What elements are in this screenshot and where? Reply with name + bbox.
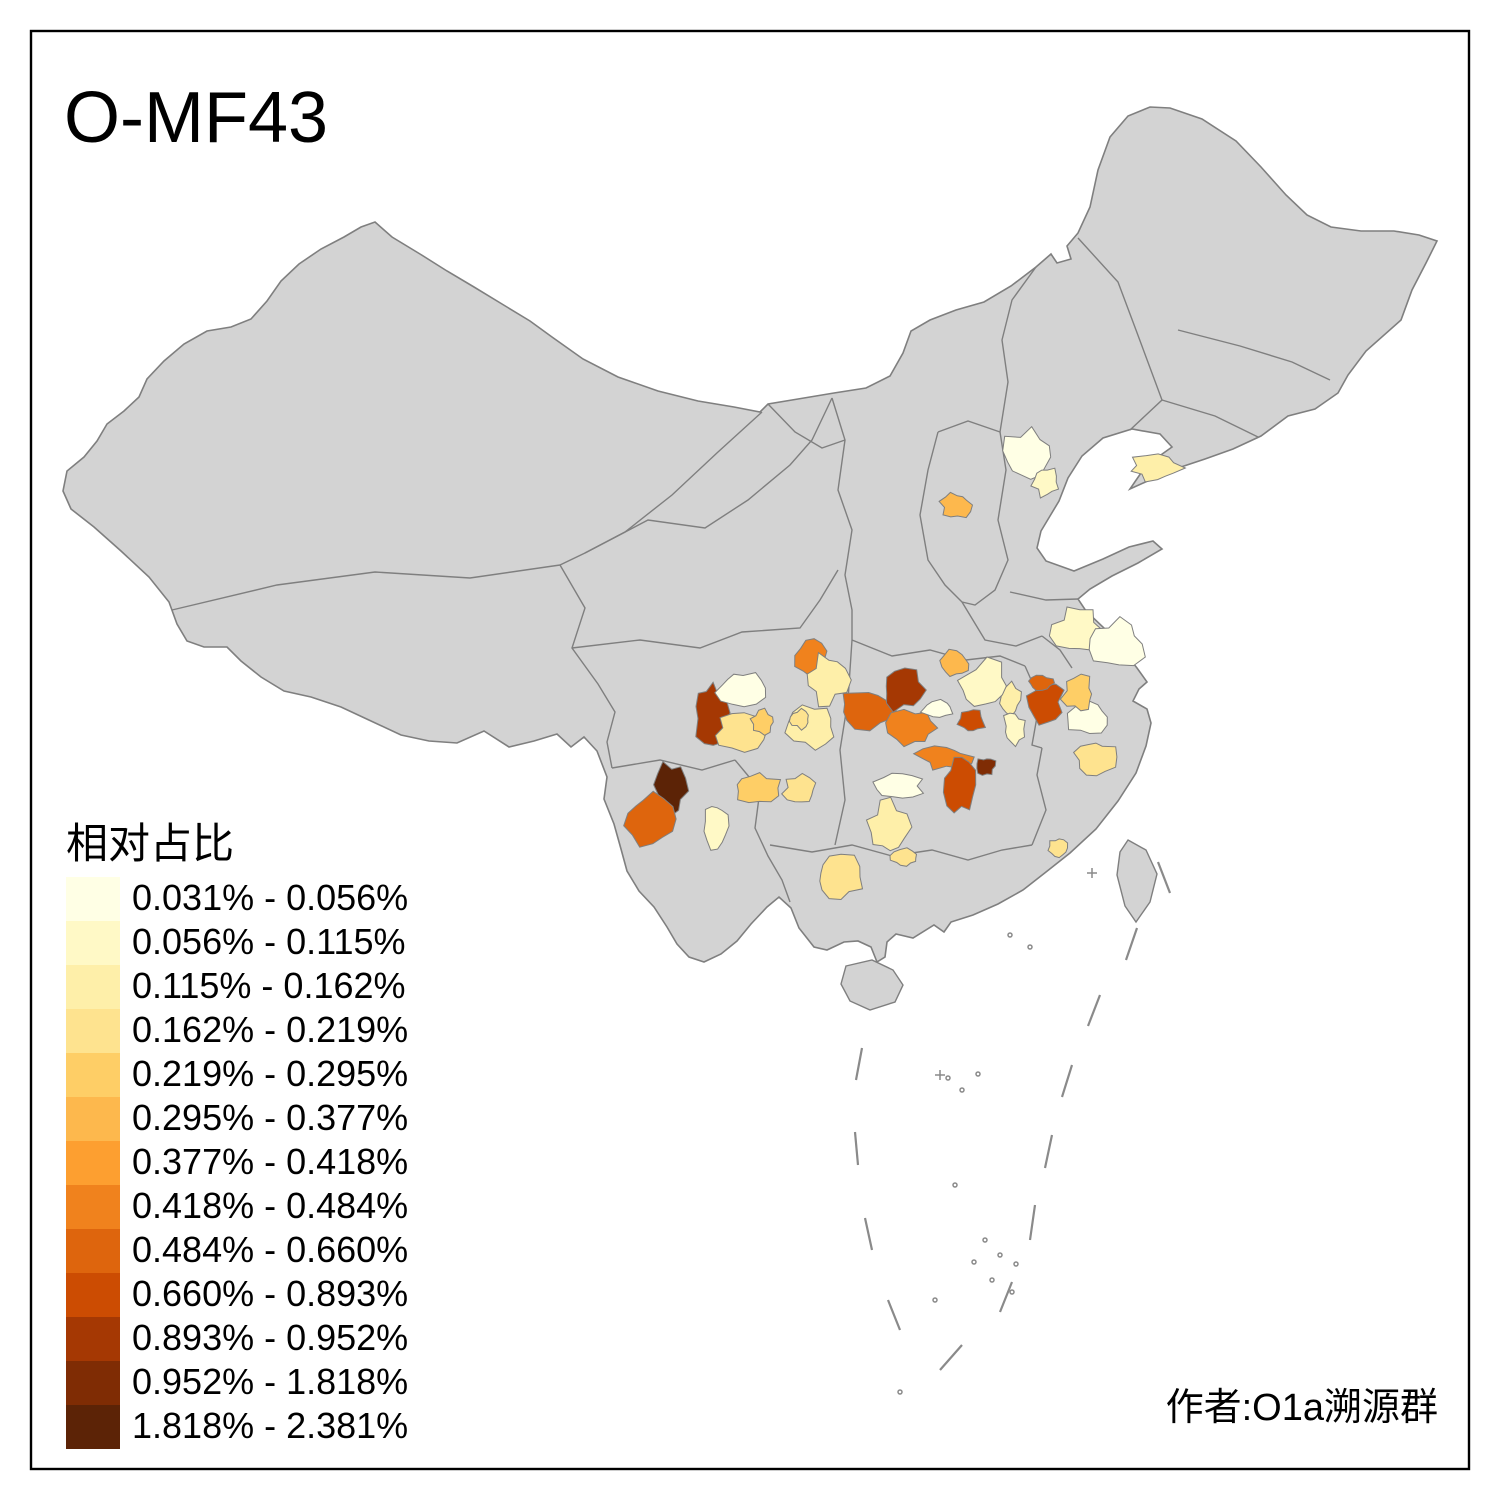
prefecture-region — [1059, 673, 1093, 712]
legend-class-label: 0.418% - 0.484% — [132, 1185, 408, 1226]
prefecture-region — [1088, 615, 1146, 667]
legend-class-label: 0.893% - 0.952% — [132, 1317, 408, 1358]
legend-class-label: 0.952% - 1.818% — [132, 1361, 408, 1402]
legend-class-label: 1.818% - 2.381% — [132, 1405, 408, 1446]
prefecture-region — [865, 796, 913, 852]
prefecture-region — [714, 672, 767, 708]
page-title: O-MF43 — [64, 78, 328, 158]
prefecture-region — [1066, 700, 1108, 735]
prefecture-region — [885, 667, 927, 713]
legend-swatch — [66, 1273, 120, 1317]
plus-mark-icon — [1087, 868, 1097, 878]
prefecture-region — [1047, 838, 1069, 859]
legend-title: 相对占比 — [66, 820, 234, 867]
region-blobs — [623, 425, 1187, 901]
prefecture-region — [819, 853, 864, 901]
legend-class-label: 0.031% - 0.056% — [132, 877, 408, 918]
china-landmass — [62, 106, 1439, 1395]
taiwan-island — [1116, 839, 1158, 924]
prefecture-region — [919, 698, 954, 718]
legend-swatch — [66, 1141, 120, 1185]
prefecture-region — [938, 491, 974, 519]
legend-class-label: 0.219% - 0.295% — [132, 1053, 408, 1094]
legend-swatch — [66, 965, 120, 1009]
prefecture-region — [781, 772, 817, 803]
prefecture-region — [1072, 742, 1118, 777]
author-credit: 作者:O1a溯源群 — [1166, 1387, 1438, 1429]
legend-swatch — [66, 1317, 120, 1361]
prefecture-region — [703, 805, 730, 851]
legend-swatch — [66, 1405, 120, 1449]
prefecture-region — [889, 847, 918, 867]
plus-mark-icon — [935, 1070, 945, 1080]
legend-class-label: 0.377% - 0.418% — [132, 1141, 408, 1182]
prefecture-region — [788, 707, 809, 731]
legend-swatch — [66, 1185, 120, 1229]
legend-class-label: 0.660% - 0.893% — [132, 1273, 408, 1314]
prefecture-region — [806, 651, 852, 708]
legend-swatch — [66, 877, 120, 921]
legend-swatch — [66, 1229, 120, 1273]
prefecture-region — [842, 691, 898, 732]
hainan-island — [840, 959, 904, 1011]
prefecture-region — [736, 772, 782, 804]
legend-class-label: 0.056% - 0.115% — [132, 921, 406, 962]
prefecture-region — [942, 756, 977, 814]
map-frame — [29, 29, 1471, 1471]
prefecture-region — [939, 648, 970, 678]
prefecture-region — [1027, 674, 1056, 692]
prefecture-region — [976, 758, 997, 776]
nine-dash-line — [853, 861, 1172, 1371]
prefecture-region — [1025, 680, 1065, 726]
prefecture-region — [956, 656, 1007, 707]
legend-swatch — [66, 1097, 120, 1141]
prefecture-region — [749, 707, 774, 736]
prefecture-region — [1030, 467, 1060, 499]
prefecture-region — [623, 790, 677, 848]
legend-swatch — [66, 1009, 120, 1053]
legend: 相对占比 0.031% - 0.056%0.056% - 0.115%0.115… — [66, 820, 408, 1449]
prefecture-region — [956, 709, 987, 732]
legend-entries: 0.031% - 0.056%0.056% - 0.115%0.115% - 0… — [66, 877, 408, 1449]
legend-swatch — [66, 1053, 120, 1097]
legend-class-label: 0.295% - 0.377% — [132, 1097, 408, 1138]
legend-class-label: 0.115% - 0.162% — [132, 965, 406, 1006]
legend-swatch — [66, 1361, 120, 1405]
legend-class-label: 0.484% - 0.660% — [132, 1229, 408, 1270]
prefecture-region — [872, 772, 925, 799]
prefecture-region — [1130, 453, 1187, 483]
prefecture-region — [1003, 712, 1026, 748]
legend-swatch — [66, 921, 120, 965]
china-outline — [62, 106, 1439, 964]
small-islets — [897, 868, 1097, 1395]
legend-class-label: 0.162% - 0.219% — [132, 1009, 408, 1050]
